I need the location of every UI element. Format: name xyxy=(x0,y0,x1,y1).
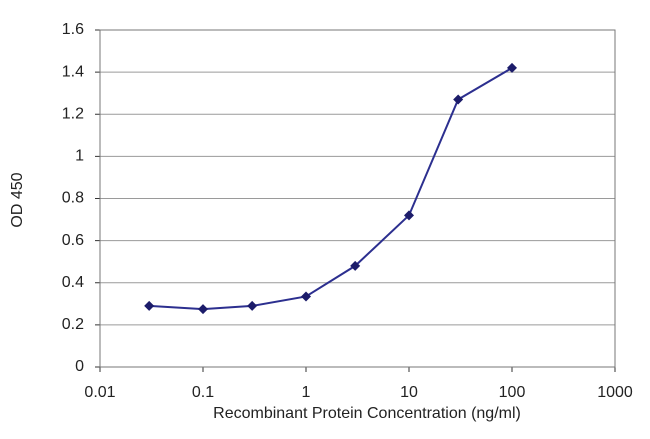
data-point xyxy=(144,300,155,311)
data-point xyxy=(198,304,208,315)
y-tick-label: 0 xyxy=(75,358,84,375)
data-point xyxy=(247,300,258,311)
x-tick-label: 1000 xyxy=(597,384,633,401)
y-tick-label: 1.4 xyxy=(62,63,84,80)
x-tick-label: 1 xyxy=(302,384,311,401)
plot-frame xyxy=(99,29,616,368)
y-axis-label: OD 450 xyxy=(9,172,26,227)
y-tick-label: 1 xyxy=(75,148,84,165)
x-tick-label: 0.01 xyxy=(84,384,115,401)
x-tick-label: 10 xyxy=(400,384,418,401)
x-tick-label: 0.1 xyxy=(192,384,214,401)
y-tick-label: 0.8 xyxy=(62,190,84,207)
y-tick-label: 0.6 xyxy=(62,232,84,249)
x-tick-label: 100 xyxy=(499,384,526,401)
data-point xyxy=(453,94,464,105)
x-axis-label: Recombinant Protein Concentration (ng/ml… xyxy=(213,405,521,422)
data-point xyxy=(507,62,517,73)
y-tick-label: 0.4 xyxy=(62,274,84,291)
y-tick-label: 0.2 xyxy=(62,316,84,333)
data-point xyxy=(301,291,311,302)
data-point xyxy=(404,210,414,221)
data-line xyxy=(149,67,513,311)
y-tick-label: 1.2 xyxy=(62,105,84,122)
y-tick-label: 1.6 xyxy=(62,21,84,38)
data-point xyxy=(350,260,361,271)
